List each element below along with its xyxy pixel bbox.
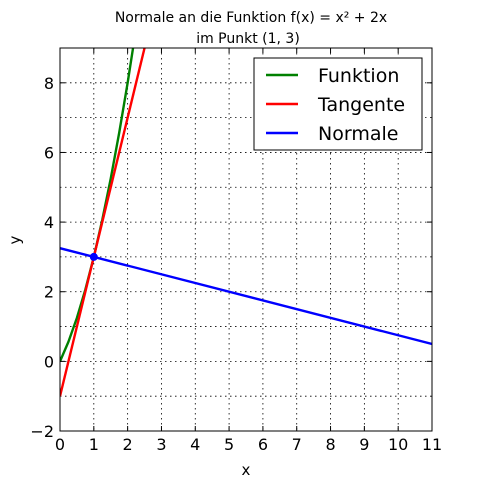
x-axis-label: x — [242, 461, 251, 479]
x-tick-label: 7 — [292, 435, 302, 454]
plot-area — [60, 48, 432, 397]
series-line-funktion — [60, 48, 135, 362]
y-tick-label: −2 — [30, 422, 54, 441]
x-tick-label: 11 — [422, 435, 442, 454]
x-tick-label: 3 — [156, 435, 166, 454]
y-tick-label: 4 — [44, 213, 54, 232]
legend-label-funktion: Funktion — [318, 65, 399, 87]
chart-title: Normale an die Funktion f(x) = x² + 2x — [115, 10, 387, 26]
legend-label-normale: Normale — [318, 123, 398, 145]
marked-point — [89, 252, 98, 261]
x-tick-label: 1 — [89, 435, 99, 454]
legend: Funktion Tangente Normale — [253, 57, 423, 151]
y-tick-label: 6 — [44, 143, 54, 162]
x-tick-label: 8 — [325, 435, 335, 454]
y-tick-label: 8 — [44, 74, 54, 93]
plot-frame — [59, 47, 433, 432]
x-tick-label: 0 — [55, 435, 65, 454]
x-tick-label: 6 — [258, 435, 268, 454]
chart-subtitle: im Punkt (1, 3) — [196, 31, 300, 47]
x-tick-label: 10 — [388, 435, 408, 454]
series-line-tangente — [60, 48, 146, 397]
x-tick-label: 4 — [190, 435, 200, 454]
x-tick-label: 9 — [359, 435, 369, 454]
x-tick-label: 2 — [123, 435, 133, 454]
x-tick-label: 5 — [224, 435, 234, 454]
series-line-normale — [60, 247, 432, 346]
legend-label-tangente: Tangente — [317, 94, 405, 116]
y-axis-label: y — [6, 235, 24, 244]
y-tick-label: 0 — [44, 352, 54, 371]
y-tick-label: 2 — [44, 283, 54, 302]
